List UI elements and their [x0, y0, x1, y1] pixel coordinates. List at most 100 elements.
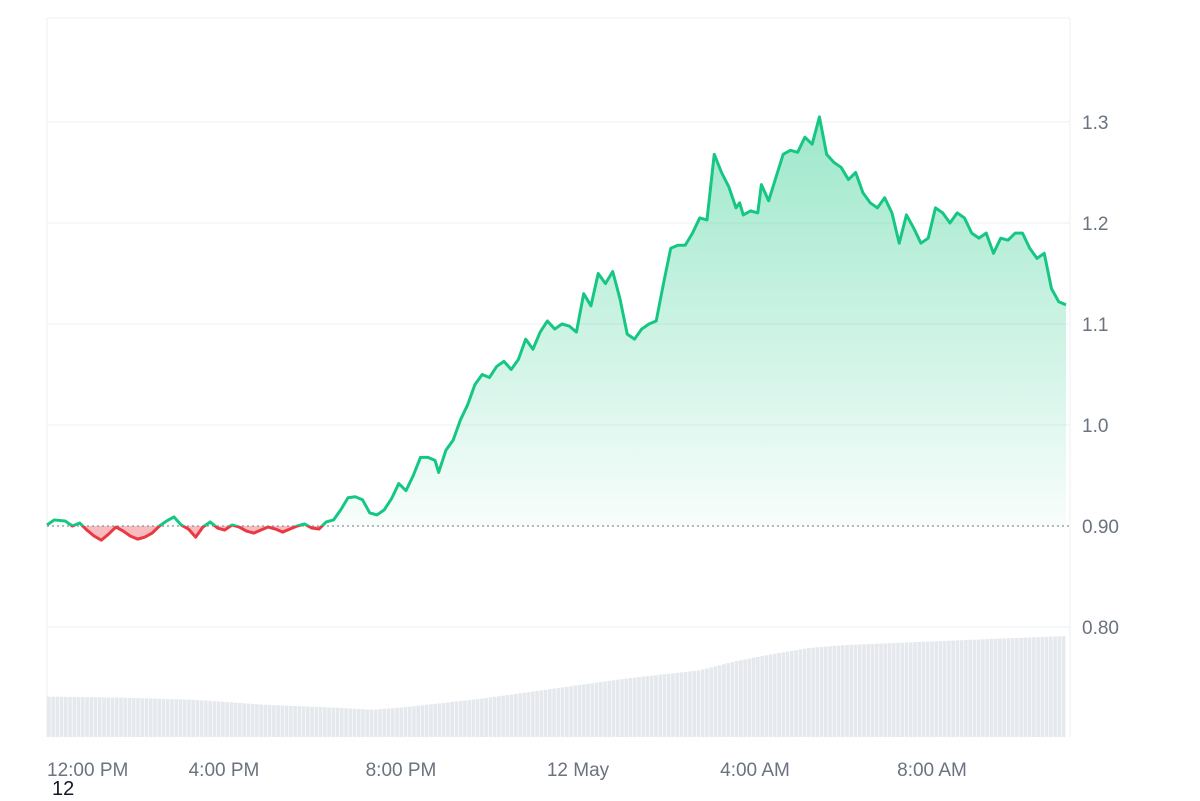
volume-bar: [692, 670, 697, 737]
volume-bar: [114, 697, 119, 737]
volume-bar: [165, 698, 170, 737]
volume-bar: [849, 644, 854, 737]
volume-bar: [586, 683, 590, 737]
volume-bar: [722, 664, 726, 737]
volume-bar: [654, 675, 658, 737]
volume-bar: [216, 701, 221, 737]
volume-bar: [289, 705, 293, 737]
volume-bar: [683, 671, 688, 737]
volume-bar: [594, 682, 599, 737]
volume-bar: [369, 709, 374, 737]
volume-bar: [339, 707, 344, 737]
volume-bar: [97, 697, 102, 737]
volume-bar: [560, 687, 565, 737]
volume-bar: [480, 698, 484, 737]
volume-bar: [454, 701, 459, 737]
volume-bar: [853, 644, 858, 737]
volume-bar: [857, 644, 862, 737]
price-area: [47, 116, 1066, 541]
volume-bar: [424, 704, 429, 737]
volume-bar: [475, 699, 480, 737]
volume-bar: [272, 705, 276, 737]
volume-bar: [807, 648, 811, 737]
volume-bar: [378, 709, 382, 737]
volume-bar: [497, 696, 501, 737]
volume-bar: [157, 698, 162, 737]
volume-bar: [403, 707, 408, 737]
volume-bar: [386, 708, 391, 737]
volume-bar: [590, 683, 595, 737]
volume-bar: [981, 639, 985, 737]
area-fill-up: [47, 116, 1066, 526]
volume-bar: [879, 643, 883, 737]
volume-bar: [930, 641, 934, 737]
volume-bar: [705, 668, 709, 737]
volume-bar: [93, 697, 98, 737]
x-tick-label: 8:00 PM: [366, 760, 437, 781]
volume-bar: [908, 642, 913, 737]
volume-bar: [212, 701, 217, 737]
volume-bar: [407, 706, 412, 737]
volume-bar: [556, 687, 561, 737]
volume-bar: [80, 697, 85, 737]
volume-bar: [178, 699, 183, 737]
volume-bar: [832, 645, 837, 737]
y-tick-label: 0.90: [1082, 517, 1119, 538]
volume-bar: [823, 646, 828, 737]
volume-bar: [917, 641, 922, 737]
volume-bar: [1006, 638, 1011, 737]
volume-bar: [327, 707, 331, 737]
volume-bar: [514, 693, 518, 737]
volume-bar: [89, 697, 94, 737]
volume-bar: [437, 703, 442, 737]
volume-bar: [63, 696, 68, 737]
volume-bar: [458, 700, 463, 737]
volume-bar: [896, 642, 900, 737]
volume-bar: [450, 701, 454, 737]
volume-bar: [361, 709, 365, 737]
volume-bar: [1023, 637, 1028, 737]
volume-bar: [131, 698, 136, 737]
volume-bar: [1019, 637, 1023, 737]
volume-bar: [136, 698, 140, 737]
volume-bar: [233, 702, 238, 737]
area-fill-down: [47, 526, 1066, 541]
volume-bar: [429, 704, 433, 737]
volume-bar: [671, 673, 675, 737]
volume-bar: [607, 680, 612, 737]
y-tick-label: 1.0: [1082, 416, 1108, 437]
volume-bar: [221, 701, 225, 737]
volume-bar: [1040, 636, 1045, 737]
price-line-down: [47, 526, 325, 542]
volume-bar: [925, 641, 930, 737]
volume-bar: [119, 697, 123, 737]
volume-bar: [123, 697, 128, 737]
volume-bar: [522, 692, 527, 737]
volume-bar: [1061, 636, 1066, 737]
volume-bar: [577, 685, 582, 737]
volume-bar: [331, 707, 336, 737]
volume-bar: [968, 639, 972, 737]
volume-bar: [1053, 636, 1057, 737]
volume-bar: [373, 709, 378, 737]
volume-bar: [238, 702, 242, 737]
volume-bar: [645, 676, 650, 737]
volume-bar: [301, 706, 306, 737]
volume-bar: [59, 696, 64, 737]
volume-bar: [883, 643, 888, 737]
volume-bar: [140, 698, 145, 737]
volume-bar: [773, 653, 777, 737]
volume-bar: [947, 640, 951, 737]
volume-bar: [68, 696, 72, 737]
volume-bar: [959, 640, 964, 737]
volume-bar: [72, 696, 77, 737]
price-line-up: [46, 115, 1067, 526]
y-tick-label: 0.80: [1082, 618, 1119, 639]
volume-bar: [1036, 637, 1040, 737]
volume-bar: [904, 642, 909, 737]
volume-bar: [161, 698, 166, 737]
volume-bar: [658, 674, 663, 737]
volume-bar: [318, 707, 323, 737]
volume-bar: [938, 641, 943, 737]
volume-bar: [887, 643, 892, 737]
